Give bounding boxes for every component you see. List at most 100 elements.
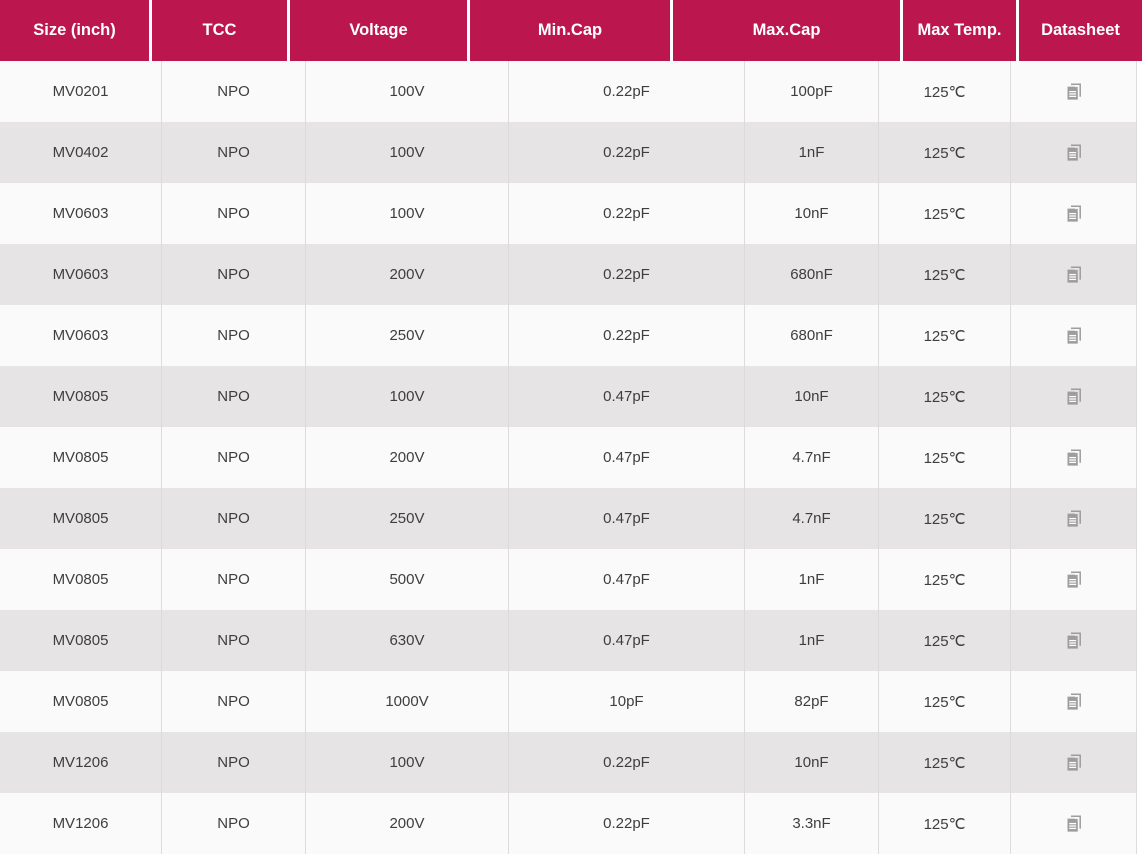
cell-max-temp: 125℃: [879, 183, 1011, 244]
cell-voltage: 100V: [306, 183, 509, 244]
datasheet-document-icon: [1067, 449, 1081, 466]
datasheet-document-icon: [1067, 571, 1081, 588]
cell-datasheet: [1011, 671, 1137, 732]
datasheet-link[interactable]: [1061, 750, 1087, 776]
cell-size: MV0805: [0, 671, 162, 732]
column-header-tcc: TCC: [152, 0, 287, 61]
cell-max-temp: 125℃: [879, 732, 1011, 793]
datasheet-link[interactable]: [1061, 384, 1087, 410]
cell-max-cap: 1nF: [745, 122, 879, 183]
datasheet-link[interactable]: [1061, 262, 1087, 288]
table-row: MV0805 NPO 250V 0.47pF 4.7nF 125℃: [0, 488, 1137, 549]
datasheet-link[interactable]: [1061, 506, 1087, 532]
cell-tcc: NPO: [162, 488, 306, 549]
datasheet-document-icon: [1067, 754, 1081, 771]
cell-voltage: 250V: [306, 488, 509, 549]
datasheet-document-icon: [1067, 388, 1081, 405]
cell-datasheet: [1011, 183, 1137, 244]
datasheet-link[interactable]: [1061, 201, 1087, 227]
cell-max-temp: 125℃: [879, 488, 1011, 549]
cell-tcc: NPO: [162, 61, 306, 122]
table-row: MV0805 NPO 100V 0.47pF 10nF 125℃: [0, 366, 1137, 427]
cell-min-cap: 0.47pF: [509, 549, 745, 610]
datasheet-document-icon: [1067, 205, 1081, 222]
table-row: MV1206 NPO 200V 0.22pF 3.3nF 125℃: [0, 793, 1137, 854]
cell-voltage: 250V: [306, 305, 509, 366]
datasheet-document-icon: [1067, 510, 1081, 527]
cell-datasheet: [1011, 122, 1137, 183]
table-row: MV1206 NPO 100V 0.22pF 10nF 125℃: [0, 732, 1137, 793]
cell-voltage: 100V: [306, 366, 509, 427]
datasheet-document-icon: [1067, 83, 1081, 100]
table-row: MV0201 NPO 100V 0.22pF 100pF 125℃: [0, 61, 1137, 122]
cell-max-temp: 125℃: [879, 305, 1011, 366]
datasheet-link[interactable]: [1061, 140, 1087, 166]
cell-tcc: NPO: [162, 671, 306, 732]
cell-datasheet: [1011, 244, 1137, 305]
cell-voltage: 1000V: [306, 671, 509, 732]
column-header-voltage: Voltage: [290, 0, 467, 61]
cell-datasheet: [1011, 488, 1137, 549]
column-header-datasheet: Datasheet: [1019, 0, 1142, 61]
datasheet-link[interactable]: [1061, 323, 1087, 349]
cell-tcc: NPO: [162, 122, 306, 183]
cell-datasheet: [1011, 549, 1137, 610]
cell-voltage: 100V: [306, 122, 509, 183]
table-row: MV0402 NPO 100V 0.22pF 1nF 125℃: [0, 122, 1137, 183]
cell-max-cap: 82pF: [745, 671, 879, 732]
datasheet-link[interactable]: [1061, 567, 1087, 593]
cell-tcc: NPO: [162, 305, 306, 366]
datasheet-link[interactable]: [1061, 445, 1087, 471]
cell-min-cap: 0.47pF: [509, 427, 745, 488]
cell-tcc: NPO: [162, 427, 306, 488]
cell-max-cap: 1nF: [745, 610, 879, 671]
datasheet-link[interactable]: [1061, 79, 1087, 105]
cell-voltage: 100V: [306, 61, 509, 122]
table-header-row: Size (inch) TCC Voltage Min.Cap Max.Cap …: [0, 0, 1142, 61]
cell-min-cap: 0.22pF: [509, 793, 745, 854]
cell-tcc: NPO: [162, 793, 306, 854]
cell-max-temp: 125℃: [879, 793, 1011, 854]
datasheet-link[interactable]: [1061, 811, 1087, 837]
cell-min-cap: 10pF: [509, 671, 745, 732]
cell-max-temp: 125℃: [879, 122, 1011, 183]
datasheet-document-icon: [1067, 815, 1081, 832]
cell-tcc: NPO: [162, 244, 306, 305]
cell-datasheet: [1011, 793, 1137, 854]
cell-min-cap: 0.47pF: [509, 366, 745, 427]
cell-min-cap: 0.22pF: [509, 244, 745, 305]
cell-min-cap: 0.22pF: [509, 305, 745, 366]
cell-size: MV1206: [0, 793, 162, 854]
cell-voltage: 630V: [306, 610, 509, 671]
column-header-size: Size (inch): [0, 0, 149, 61]
cell-voltage: 200V: [306, 244, 509, 305]
cell-max-cap: 680nF: [745, 244, 879, 305]
column-header-max-temp: Max Temp.: [903, 0, 1016, 61]
cell-min-cap: 0.47pF: [509, 610, 745, 671]
table-row: MV0603 NPO 200V 0.22pF 680nF 125℃: [0, 244, 1137, 305]
cell-tcc: NPO: [162, 366, 306, 427]
cell-max-temp: 125℃: [879, 427, 1011, 488]
cell-min-cap: 0.22pF: [509, 732, 745, 793]
cell-max-temp: 125℃: [879, 671, 1011, 732]
cell-max-cap: 10nF: [745, 366, 879, 427]
table-row: MV0805 NPO 500V 0.47pF 1nF 125℃: [0, 549, 1137, 610]
cell-size: MV0805: [0, 366, 162, 427]
column-header-min-cap: Min.Cap: [470, 0, 670, 61]
cell-tcc: NPO: [162, 732, 306, 793]
datasheet-document-icon: [1067, 693, 1081, 710]
cell-max-temp: 125℃: [879, 61, 1011, 122]
cell-max-temp: 125℃: [879, 366, 1011, 427]
cell-voltage: 200V: [306, 427, 509, 488]
table-row: MV0805 NPO 200V 0.47pF 4.7nF 125℃: [0, 427, 1137, 488]
cell-size: MV0201: [0, 61, 162, 122]
cell-max-cap: 3.3nF: [745, 793, 879, 854]
cell-max-cap: 1nF: [745, 549, 879, 610]
table-row: MV0805 NPO 630V 0.47pF 1nF 125℃: [0, 610, 1137, 671]
datasheet-document-icon: [1067, 327, 1081, 344]
table-body: MV0201 NPO 100V 0.22pF 100pF 125℃ MV0402…: [0, 61, 1137, 854]
cell-min-cap: 0.47pF: [509, 488, 745, 549]
datasheet-link[interactable]: [1061, 689, 1087, 715]
cell-max-temp: 125℃: [879, 549, 1011, 610]
datasheet-link[interactable]: [1061, 628, 1087, 654]
